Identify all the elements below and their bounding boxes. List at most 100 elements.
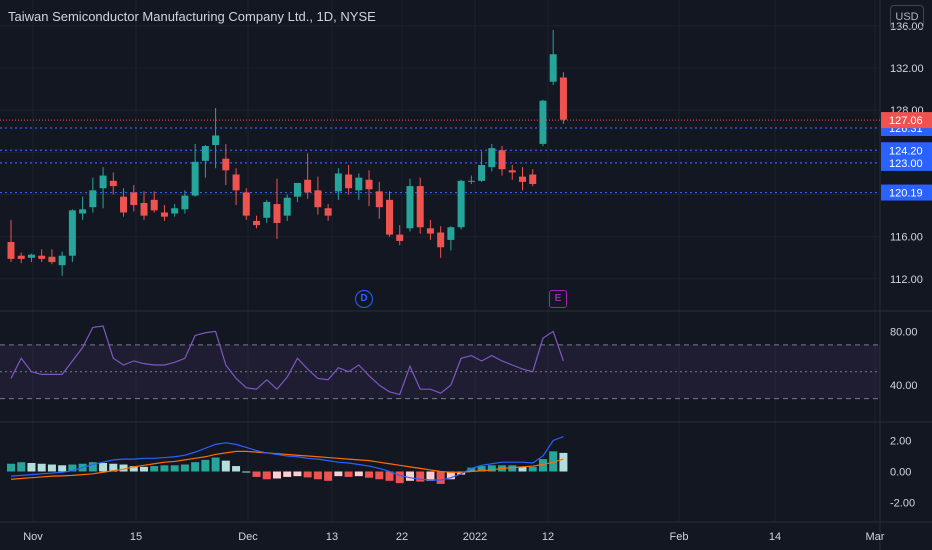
candle-body <box>355 177 363 191</box>
price-tick-label: 112.00 <box>890 274 923 286</box>
macd-histogram-bar <box>446 471 455 480</box>
macd-histogram-bar <box>252 471 261 477</box>
time-tick-label: 15 <box>130 531 142 543</box>
candle-body <box>58 255 66 266</box>
macd-histogram-bar <box>385 471 394 481</box>
macd-histogram-bar <box>436 471 445 484</box>
candle-body <box>171 208 179 214</box>
price-tick-label: 132.00 <box>890 63 924 75</box>
macd-histogram-bar <box>426 471 435 481</box>
candle-body <box>549 54 557 82</box>
macd-histogram-bar <box>272 471 281 479</box>
candle-body <box>426 228 434 234</box>
candle-body <box>201 146 209 161</box>
candle-body <box>519 176 526 182</box>
candle-body <box>539 100 547 144</box>
macd-histogram-bar <box>37 463 46 472</box>
price-level-label: 124.20 <box>889 145 923 157</box>
signal-line <box>10 450 564 480</box>
candle-body <box>7 242 15 259</box>
macd-histogram-bar <box>487 465 496 472</box>
macd-histogram-bar <box>457 471 466 475</box>
macd-histogram-bar <box>324 471 333 481</box>
last-price-badge <box>881 112 932 129</box>
candle-body <box>27 254 35 258</box>
macd-tick-label: 0.00 <box>890 467 911 479</box>
candle-body <box>488 148 496 168</box>
time-tick-label: 2022 <box>463 531 487 543</box>
macd-histogram-bar <box>221 460 230 472</box>
rsi-line <box>10 325 564 396</box>
macd-histogram-bar <box>129 466 138 472</box>
macd-histogram-bar <box>518 466 527 472</box>
candle-body <box>478 165 486 181</box>
macd-histogram-bar <box>508 465 517 472</box>
price-tick-label: 136.00 <box>890 21 924 33</box>
macd-histogram-bar <box>313 471 322 480</box>
macd-histogram-bar <box>17 462 26 472</box>
macd-histogram-bar <box>68 464 77 472</box>
macd-histogram-bar <box>559 452 568 472</box>
macd-histogram-bar <box>139 466 148 472</box>
macd-tick-label: 2.00 <box>890 436 911 448</box>
macd-histogram-bar <box>99 462 108 472</box>
candle-body <box>345 174 353 189</box>
macd-histogram-bar <box>232 466 241 472</box>
time-tick-label: 14 <box>769 531 781 543</box>
macd-histogram-bar <box>365 471 374 478</box>
candle-body <box>386 199 394 235</box>
macd-histogram-bar <box>170 465 179 472</box>
macd-histogram-bar <box>344 471 353 477</box>
macd-histogram-bar <box>211 457 220 472</box>
macd-histogram-bar <box>180 464 189 472</box>
price-level-label: 123.00 <box>889 158 923 170</box>
earnings-marker-icon[interactable]: E <box>549 290 567 308</box>
rsi-tick-label: 40.00 <box>890 380 918 392</box>
candle-body <box>263 201 271 218</box>
candle-body <box>242 192 250 216</box>
candle-body <box>232 174 240 191</box>
macd-histogram-bar <box>354 471 363 477</box>
macd-histogram-bar <box>395 471 404 484</box>
candle-body <box>457 180 465 228</box>
candle-body <box>467 180 475 182</box>
candle-body <box>17 255 25 259</box>
macd-histogram-bar <box>549 451 558 472</box>
candle-body <box>273 204 281 224</box>
time-tick-label: 13 <box>326 531 338 543</box>
macd-histogram-bar <box>375 471 384 480</box>
macd-histogram-bar <box>160 465 169 472</box>
candle-body <box>314 190 322 208</box>
time-tick-label: Dec <box>238 531 258 543</box>
macd-tick-label: -2.00 <box>890 498 915 510</box>
time-tick-label: Nov <box>23 531 43 543</box>
dividend-marker-icon[interactable]: D <box>355 290 373 308</box>
chart-title: Taiwan Semiconductor Manufacturing Compa… <box>8 9 376 24</box>
candle-body <box>447 227 455 240</box>
candle-body <box>212 135 220 145</box>
macd-histogram-bar <box>201 459 210 472</box>
candle-body <box>130 192 138 206</box>
macd-histogram-bar <box>7 463 15 472</box>
candle-body <box>38 255 46 259</box>
price-level-badge <box>881 154 932 171</box>
price-level-badge <box>881 142 932 159</box>
candle-body <box>293 182 301 197</box>
currency-button[interactable]: USD <box>890 5 924 29</box>
candle-body <box>160 212 168 217</box>
candle-body <box>396 234 404 241</box>
macd-histogram-bar <box>191 462 200 472</box>
macd-histogram-bar <box>242 471 251 473</box>
macd-line <box>10 436 564 481</box>
last-price-label: 127.06 <box>889 115 923 127</box>
candle-body <box>191 161 199 196</box>
macd-histogram-bar <box>303 471 312 478</box>
macd-histogram-bar <box>47 464 56 472</box>
macd-histogram-bar <box>119 464 128 472</box>
candle-body <box>498 150 506 170</box>
candle-body <box>222 158 230 171</box>
time-tick-label: Mar <box>866 531 885 543</box>
rsi-tick-label: 80.00 <box>890 326 918 338</box>
macd-histogram-bar <box>538 459 547 472</box>
